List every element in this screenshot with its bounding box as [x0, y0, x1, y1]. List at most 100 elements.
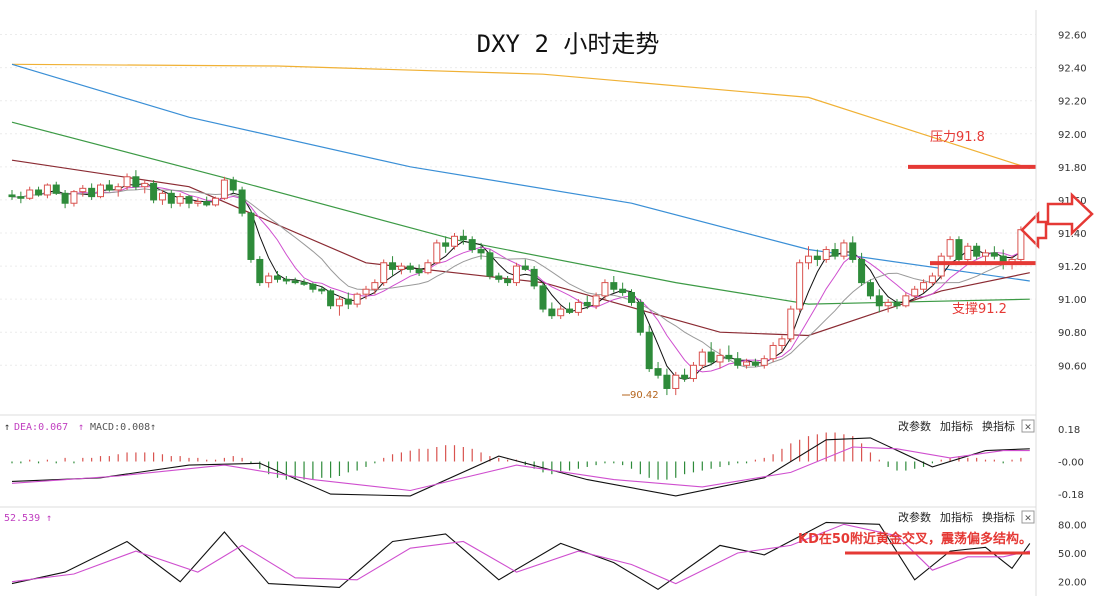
dea-label: DEA:0.067	[14, 422, 68, 433]
candle-body	[353, 293, 361, 305]
candle-body	[566, 308, 574, 313]
candle-body	[512, 265, 520, 284]
candle-body	[105, 184, 113, 191]
macd-toolbar: 改参数 加指标 换指标 ✕	[898, 419, 1035, 433]
kd-tick-label: 80.00	[1058, 520, 1087, 531]
price-tick-label: 91.80	[1058, 163, 1087, 174]
candle-body	[858, 258, 866, 284]
candle-body	[787, 308, 795, 340]
candle-body	[796, 262, 804, 310]
add-indicator-button[interactable]: 加指标	[940, 419, 973, 433]
candle-body	[946, 239, 954, 257]
candle-body	[530, 268, 538, 287]
add-indicator-button[interactable]: 加指标	[940, 510, 973, 524]
candle-body	[282, 278, 290, 282]
candle-body	[893, 301, 901, 307]
kd-annotation: KD在50附近黄金交叉，震荡偏多结构。	[798, 531, 1032, 547]
up-arrow-icon: ↑	[46, 513, 52, 524]
candle-body	[291, 280, 299, 284]
candle-body	[689, 364, 697, 380]
candle-body	[335, 298, 343, 307]
candle-body	[734, 358, 742, 366]
candle-body	[698, 351, 706, 366]
close-button[interactable]	[1021, 419, 1035, 433]
kd-tick-label: 50.00	[1058, 549, 1087, 560]
candle-body	[247, 212, 255, 260]
candle-body	[424, 262, 432, 274]
candle-body	[88, 187, 96, 198]
candle-body	[654, 368, 662, 376]
candle-body	[875, 295, 883, 307]
candle-body	[389, 262, 397, 270]
candle-body	[141, 182, 149, 188]
candle-body	[167, 192, 175, 204]
up-arrow-icon: ↑	[78, 422, 84, 433]
edit-params-button[interactable]: 改参数	[898, 510, 931, 524]
candle-body	[132, 176, 140, 188]
candle-body	[318, 288, 326, 292]
candle-body	[548, 308, 556, 317]
candle-body	[982, 252, 989, 257]
macd-tick-label: -0.00	[1058, 458, 1084, 469]
resistance-label: 压力91.8	[930, 130, 985, 145]
candle-body	[937, 255, 945, 277]
kd-axis: 80.00 50.00 20.00	[1058, 520, 1087, 588]
candle-body	[433, 242, 441, 264]
candle-body	[813, 255, 821, 260]
candle-body	[309, 283, 317, 290]
candle-body	[574, 301, 582, 313]
swap-indicator-button[interactable]: 换指标	[982, 510, 1015, 524]
price-tick-label: 91.40	[1058, 229, 1087, 240]
candle-body	[451, 235, 458, 247]
candle-body	[123, 176, 131, 188]
candle-body	[831, 249, 839, 257]
candle-body	[442, 242, 450, 247]
price-tick-label: 91.20	[1058, 262, 1087, 273]
up-arrow-icon: ↑	[4, 422, 10, 433]
candle-body	[220, 179, 228, 199]
candle-body	[212, 197, 220, 206]
candle-body	[70, 191, 78, 204]
candle-body	[751, 361, 759, 366]
candle-body	[645, 331, 653, 370]
low-label: 90.42	[630, 390, 659, 401]
candle-body	[486, 252, 494, 277]
candle-body	[371, 282, 379, 290]
candle-body	[415, 268, 423, 274]
candle-body	[822, 249, 830, 260]
close-button[interactable]	[1021, 510, 1035, 524]
candle-body	[805, 255, 812, 264]
candle-body	[114, 186, 122, 191]
candle-body	[840, 242, 848, 257]
candle-body	[477, 249, 485, 254]
candle-body	[610, 282, 618, 290]
candle-body	[601, 282, 609, 297]
candle-body	[920, 282, 928, 290]
candle-body	[521, 265, 529, 270]
candle-body	[61, 192, 69, 204]
arrow-right-icon	[1046, 192, 1094, 236]
candle-body	[973, 245, 981, 257]
candle-body	[592, 295, 600, 307]
kd-header: 52.539 ↑	[4, 513, 52, 524]
candle-body	[928, 275, 936, 284]
candle-body	[185, 196, 193, 204]
candle-body	[176, 196, 184, 204]
candle-body	[274, 275, 281, 280]
price-tick-label: 92.20	[1058, 97, 1087, 108]
candle-body	[955, 239, 963, 260]
candle-body	[43, 184, 51, 196]
edit-params-button[interactable]: 改参数	[898, 419, 931, 433]
swap-indicator-button[interactable]: 换指标	[982, 419, 1015, 433]
close-icon: ✕	[1024, 423, 1032, 433]
candle-body	[769, 344, 777, 360]
candle-body	[619, 288, 627, 294]
candle-body	[866, 282, 874, 297]
candlesticks	[8, 170, 1025, 396]
candle-body	[964, 245, 972, 260]
candle-body	[743, 361, 751, 366]
candle-body	[583, 301, 591, 307]
macd-label: MACD:0.008	[90, 422, 150, 433]
price-tick-label: 92.40	[1058, 64, 1087, 75]
